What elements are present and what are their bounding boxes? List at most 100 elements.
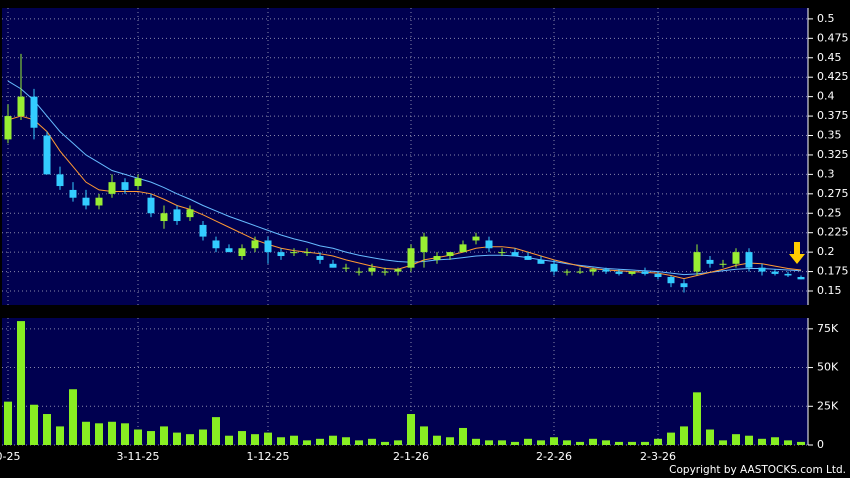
candle-body <box>394 269 402 272</box>
volume-bar <box>56 426 64 445</box>
volume-bar <box>472 438 480 445</box>
candle-body <box>17 96 25 117</box>
candle-body <box>732 252 740 264</box>
candle-body <box>719 263 727 265</box>
volume-bar <box>199 429 207 445</box>
candle-body <box>667 277 675 284</box>
candle-body <box>407 248 415 268</box>
y-tick-label: 0.475 <box>817 31 849 44</box>
volume-bar <box>368 438 376 445</box>
candle-body <box>745 252 753 268</box>
candle-body <box>316 256 324 260</box>
y-tick-label: 0.425 <box>817 70 849 83</box>
candle-body <box>446 252 454 257</box>
candle-body <box>706 259 714 264</box>
candle-body <box>277 252 285 257</box>
y-tick-label: 0.25 <box>817 206 842 219</box>
candle-body <box>56 174 64 187</box>
volume-bar <box>30 404 38 445</box>
candle-body <box>225 248 233 253</box>
y-tick-label: 0.225 <box>817 226 849 239</box>
y-tick-label: 0.3 <box>817 167 835 180</box>
candle-body <box>134 178 142 187</box>
candle-body <box>641 271 649 274</box>
candle-body <box>537 259 545 264</box>
candle-body <box>433 256 441 260</box>
candle-body <box>342 267 350 269</box>
volume-panel <box>2 318 808 445</box>
candle-body <box>797 277 805 280</box>
volume-bar <box>459 427 467 445</box>
volume-bar <box>706 429 714 445</box>
volume-bar <box>225 435 233 445</box>
candle-body <box>30 96 38 128</box>
candle-body <box>758 267 766 272</box>
volume-bar <box>537 440 545 445</box>
volume-bar <box>329 435 337 445</box>
candle-body <box>680 283 688 288</box>
volume-bar <box>407 414 415 445</box>
volume-bar <box>264 432 272 445</box>
price-panel <box>2 8 808 305</box>
volume-bar <box>251 434 259 445</box>
candle-body <box>511 252 519 257</box>
volume-bar <box>238 431 246 445</box>
x-tick-label: 2-3-26 <box>640 450 676 463</box>
volume-bar <box>433 435 441 445</box>
volume-bar <box>589 438 597 445</box>
candle-body <box>420 236 428 253</box>
moving-average-line <box>7 115 802 280</box>
x-tick-label: 0-25 <box>0 450 20 463</box>
arrow-marker <box>789 242 805 264</box>
volume-bar <box>667 432 675 445</box>
volume-bar <box>784 440 792 445</box>
y-tick-label: 0.35 <box>817 129 842 142</box>
candle-body <box>199 224 207 237</box>
candle-body <box>251 240 259 249</box>
volume-bar <box>654 438 662 445</box>
volume-bar <box>615 441 623 445</box>
volume-bar <box>680 426 688 445</box>
y-tick-label: 0.375 <box>817 109 849 122</box>
candle-body <box>563 271 571 273</box>
candle-body <box>147 197 155 214</box>
volume-bar <box>186 434 194 445</box>
volume-bar <box>511 441 519 445</box>
volume-bar <box>641 441 649 445</box>
candle-body <box>576 271 584 273</box>
y-tick-label: 0.175 <box>817 265 849 278</box>
candle-body <box>212 240 220 249</box>
volume-bar <box>381 441 389 445</box>
candle-body <box>550 263 558 272</box>
y-tick-label: 0.275 <box>817 187 849 200</box>
plot-layer: 0-25 3-11-25 1-12-25 2-1-26 2-2-26 2-3-26 0.15… <box>0 8 849 463</box>
candle-body <box>602 269 610 272</box>
volume-bar <box>732 434 740 445</box>
y-tick-label: 0.2 <box>817 245 835 258</box>
volume-bar <box>485 440 493 445</box>
volume-bar <box>550 437 558 445</box>
volume-bar <box>524 438 532 445</box>
volume-bar <box>147 431 155 445</box>
volume-bar <box>290 435 298 445</box>
candle-body <box>95 197 103 206</box>
volume-bar <box>69 389 77 445</box>
candle-body <box>303 252 311 254</box>
volume-bar <box>771 437 779 445</box>
candle-body <box>693 252 701 272</box>
candle-body <box>69 189 77 198</box>
copyright: Copyright by AASTOCKS.com Ltd. <box>669 464 846 476</box>
candle-body <box>4 116 12 140</box>
y-tick-label: 0.4 <box>817 90 835 103</box>
candle-body <box>771 271 779 274</box>
volume-bar <box>95 423 103 445</box>
candle-body <box>381 271 389 273</box>
volume-bar <box>108 421 116 445</box>
candle-body <box>784 273 792 276</box>
candle-body <box>43 135 51 175</box>
volume-bar <box>628 441 636 445</box>
volume-bar <box>173 432 181 445</box>
candle-body <box>160 213 168 222</box>
volume-bar <box>563 440 571 445</box>
x-tick-label: 2-1-26 <box>393 450 429 463</box>
